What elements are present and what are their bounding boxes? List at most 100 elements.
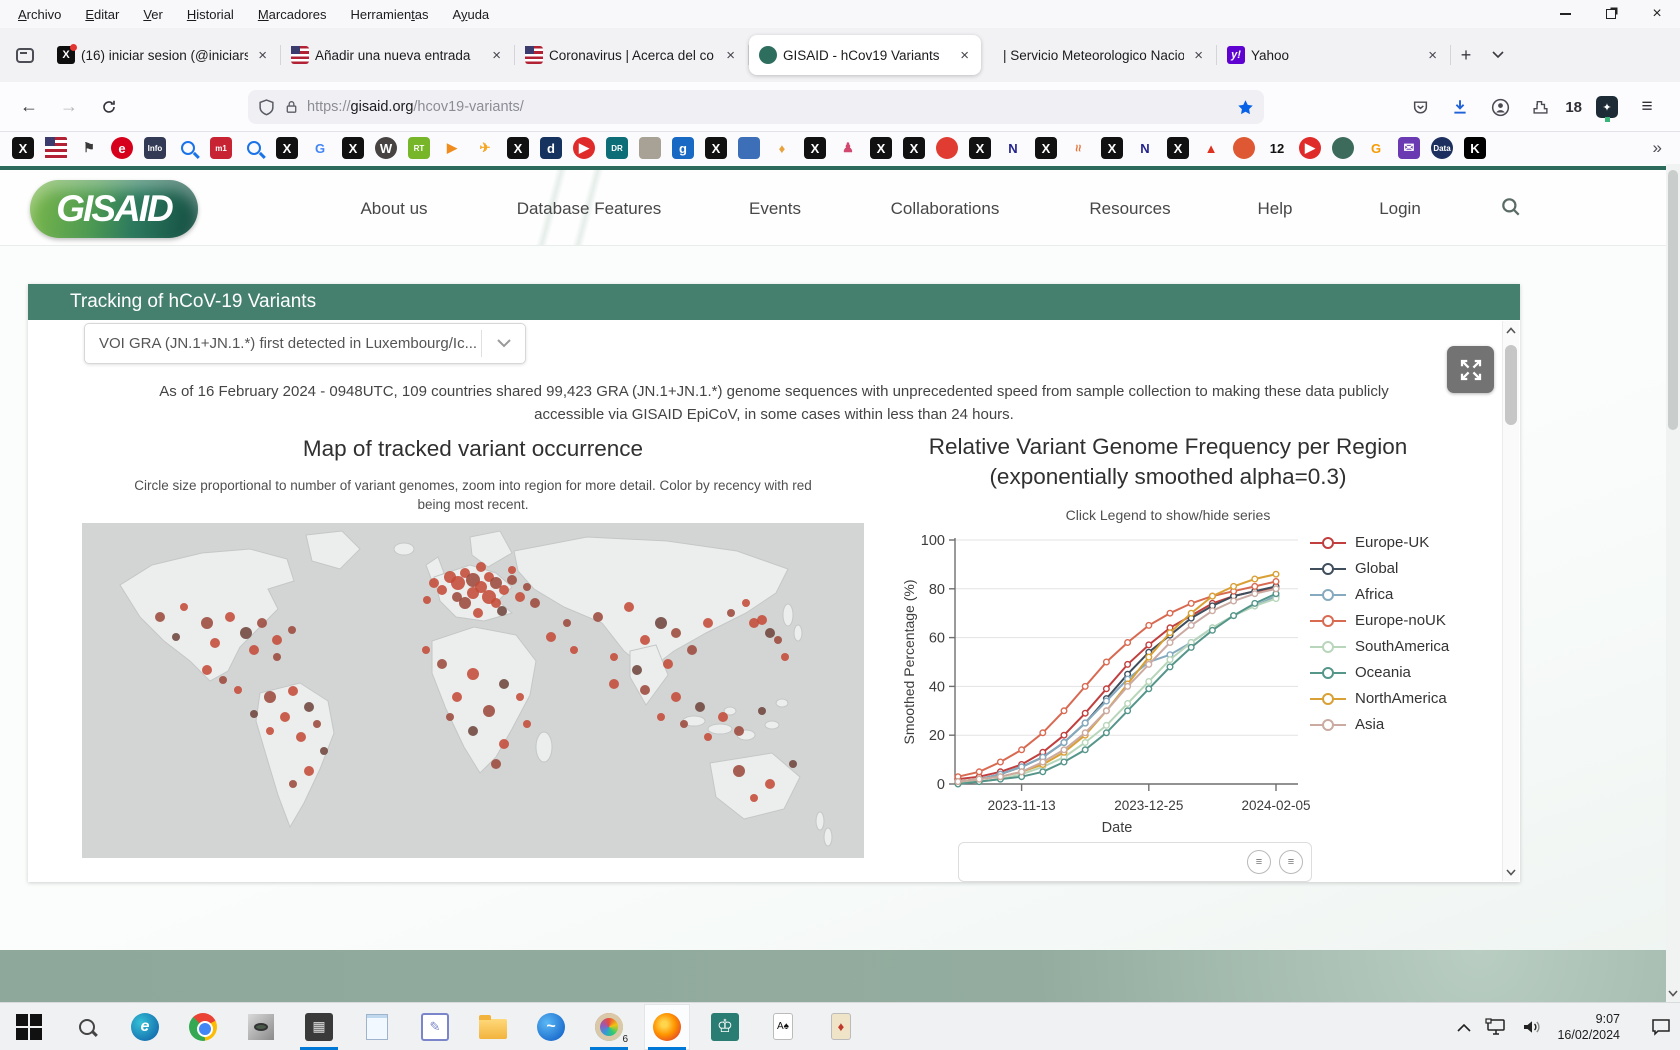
menu-item-ver[interactable]: Ver [133,4,173,25]
nav-item-collaborations[interactable]: Collaborations [891,199,1000,219]
flame-bookmark-icon[interactable]: ▲ [1200,137,1222,159]
search-blue-bookmark-icon[interactable] [243,137,265,159]
account-icon[interactable] [1485,92,1515,122]
waves-bookmark-icon[interactable]: ≈ [1068,137,1090,159]
volume-icon[interactable] [1521,1018,1543,1036]
map-variant-dot[interactable] [219,676,227,684]
e-red-bookmark-icon[interactable]: e [111,137,133,159]
map-variant-dot[interactable] [423,596,431,604]
plane-orange-bookmark-icon[interactable]: ✈ [474,137,496,159]
menu-item-historial[interactable]: Historial [177,4,244,25]
map-variant-dot[interactable] [234,686,242,694]
menu-item-ayuda[interactable]: Ayuda [443,4,500,25]
green-circle-bookmark-icon[interactable] [1332,137,1354,159]
map-variant-dot[interactable] [609,679,619,689]
chess-taskbar-icon[interactable]: ♔ [702,1004,748,1050]
panel-menu-button[interactable]: ≡ [1279,850,1303,874]
map-variant-dot[interactable] [750,794,758,802]
map-variant-dot[interactable] [264,691,276,703]
x-bookmark-icon[interactable]: X [12,137,34,159]
map-variant-dot[interactable] [733,765,745,777]
map-variant-dot[interactable] [476,562,486,572]
x-bookmark-icon[interactable]: X [342,137,364,159]
duckduckgo-bookmark-icon[interactable] [1233,137,1255,159]
blue-docs-bookmark-icon[interactable] [738,137,760,159]
browser-tab[interactable]: GISAID - hCov19 Variants× [749,35,981,75]
nav-item-resources[interactable]: Resources [1089,199,1170,219]
x-bookmark-icon[interactable]: X [507,137,529,159]
map-variant-dot[interactable] [727,609,735,617]
menu-item-archivo[interactable]: Archivo [8,4,71,25]
map-variant-dot[interactable] [210,638,220,648]
map-variant-dot[interactable] [765,628,775,638]
nav-item-database-features[interactable]: Database Features [517,199,662,219]
map-variant-dot[interactable] [530,598,540,608]
map-variant-dot[interactable] [704,733,712,741]
legend-item-asia[interactable]: Asia [1310,714,1449,735]
map-variant-dot[interactable] [718,712,728,722]
map-variant-dot[interactable] [280,712,290,722]
map-variant-dot[interactable] [765,779,775,789]
map-variant-dot[interactable] [570,646,578,654]
map-variant-dot[interactable] [459,597,471,609]
notepad-taskbar-icon[interactable] [354,1004,400,1050]
legend-item-global[interactable]: Global [1310,558,1449,579]
firefox-taskbar-icon[interactable] [644,1004,690,1050]
map-variant-dot[interactable] [491,759,501,769]
browser-tab[interactable]: Añadir una nueva entrada× [281,35,513,75]
nav-item-login[interactable]: Login [1379,199,1421,219]
back-button[interactable]: ← [12,90,46,124]
legend-item-africa[interactable]: Africa [1310,584,1449,605]
search-blue-bookmark-icon[interactable] [177,137,199,159]
legend-item-oceania[interactable]: Oceania [1310,662,1449,683]
browser-tab[interactable]: | Servicio Meteorologico Nacio× [983,35,1215,75]
map-variant-dot[interactable] [757,615,767,625]
map-variant-dot[interactable] [508,566,516,574]
tray-chevron-icon[interactable] [1457,1023,1471,1032]
map-variant-dot[interactable] [266,727,274,735]
arrow-orange-bookmark-icon[interactable]: ▶ [441,137,463,159]
map-variant-dot[interactable] [452,692,462,702]
map-variant-dot[interactable] [180,603,188,611]
map-variant-dot[interactable] [451,576,465,590]
map-variant-dot[interactable] [523,583,531,591]
map-variant-dot[interactable] [671,628,681,638]
dr-bookmark-icon[interactable]: DR [606,137,628,159]
extension-counter-badge[interactable]: 18 [1565,99,1582,116]
map-variant-dot[interactable] [249,645,259,655]
map-variant-dot[interactable] [663,659,673,669]
map-variant-dot[interactable] [515,592,525,602]
bookmarks-overflow-icon[interactable]: » [1653,138,1662,158]
file-explorer-taskbar-icon[interactable] [470,1004,516,1050]
restore-button[interactable] [1588,0,1634,28]
download-icon[interactable] [1445,92,1475,122]
map-variant-dot[interactable] [695,702,705,712]
menu-item-editar[interactable]: Editar [75,4,129,25]
tab-close-icon[interactable]: × [722,46,739,65]
map-variant-dot[interactable] [304,702,314,712]
edge-taskbar-icon[interactable]: e [122,1004,168,1050]
map-variant-dot[interactable] [593,612,603,622]
card-game-taskbar-icon[interactable]: ♦ [818,1004,864,1050]
browser-scrollbar[interactable] [1666,164,1680,1002]
map-variant-dot[interactable] [680,720,688,728]
panel-menu-button[interactable]: ≡ [1247,850,1271,874]
pocket-icon[interactable] [1405,92,1435,122]
map-variant-dot[interactable] [201,617,213,629]
wordpress-bookmark-icon[interactable]: W [375,137,397,159]
m1-bookmark-icon[interactable]: m1 [210,137,232,159]
tab-close-icon[interactable]: × [956,46,973,65]
url-bar[interactable]: https://gisaid.org/hcov19-variants/ [248,90,1264,124]
map-variant-dot[interactable] [240,627,252,639]
x-bookmark-icon[interactable]: X [903,137,925,159]
legend-item-southamerica[interactable]: SouthAmerica [1310,636,1449,657]
menu-item-marcadores[interactable]: Marcadores [248,4,337,25]
map-variant-dot[interactable] [422,646,430,654]
variant-dropdown[interactable]: VOI GRA (JN.1+JN.1.*) first detected in … [84,323,526,364]
nav-item-help[interactable]: Help [1258,199,1293,219]
map-variant-dot[interactable] [640,685,650,695]
tab-close-icon[interactable]: × [254,46,271,65]
thunderbird-taskbar-icon[interactable]: ~ [528,1004,574,1050]
tab-list-button[interactable] [1482,39,1514,71]
tab-close-icon[interactable]: × [1424,46,1441,65]
